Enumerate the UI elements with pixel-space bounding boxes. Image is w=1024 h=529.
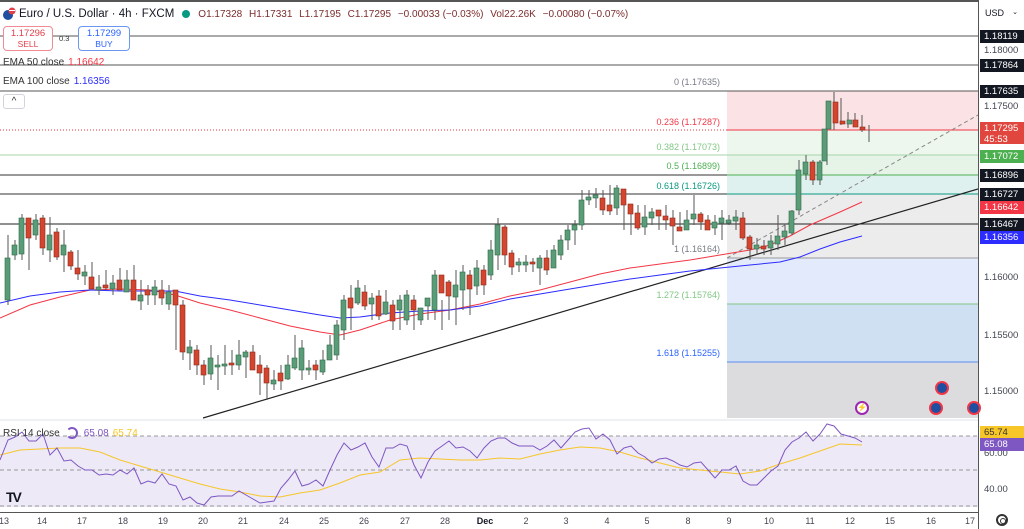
spread-value: 0.3 xyxy=(59,34,70,43)
time-tick: 4 xyxy=(604,516,610,526)
change-value: −0.00033 (−0.03%) xyxy=(397,8,484,20)
collapse-legend-button[interactable]: ^ xyxy=(3,94,25,109)
fib-label-1618: 1.618 (1.15255) xyxy=(656,348,720,358)
ema100-label: EMA 100 close xyxy=(3,76,70,87)
time-tick: 8 xyxy=(685,516,691,526)
ema100-legend[interactable]: EMA 100 close 1.16356 xyxy=(3,76,110,87)
price-label: 1.16000 xyxy=(984,272,1019,283)
fib-label-0382: 0.382 (1.17073) xyxy=(656,142,720,152)
time-axis[interactable] xyxy=(0,512,978,529)
fib-label-0: 0 (1.17635) xyxy=(673,77,720,87)
open-value: O1.17328 xyxy=(198,8,243,20)
time-tick: 2 xyxy=(523,516,529,526)
ema50-value: 1.16642 xyxy=(68,57,105,68)
time-tick: 9 xyxy=(726,516,732,526)
buy-button[interactable]: 1.17299 BUY xyxy=(78,26,130,51)
rsi-axis-label: 60.00 xyxy=(984,448,1008,459)
time-tick: 19 xyxy=(157,516,169,526)
time-tick: 28 xyxy=(439,516,451,526)
ema100-price-label: 1.16356 xyxy=(980,231,1024,244)
price-label: 1.17864 xyxy=(980,59,1024,72)
time-tick: 21 xyxy=(237,516,249,526)
time-tick: 12 xyxy=(844,516,856,526)
fib-label-1272: 1.272 (1.15764) xyxy=(656,290,720,300)
time-tick: 24 xyxy=(278,516,290,526)
settings-gear-icon[interactable] xyxy=(996,514,1008,526)
time-tick: Dec xyxy=(476,516,494,526)
market-status-dot xyxy=(182,10,191,18)
close-value: C1.17295 xyxy=(347,8,392,20)
sell-price: 1.17296 xyxy=(10,28,46,39)
top-border xyxy=(0,0,1024,2)
price-label: 1.16896 xyxy=(980,169,1024,182)
loading-icon xyxy=(65,427,78,439)
price-label: 1.18000 xyxy=(984,45,1019,56)
time-tick: 25 xyxy=(318,516,330,526)
fib-label-0236: 0.236 (1.17287) xyxy=(656,117,720,127)
time-tick: 3 xyxy=(563,516,569,526)
current-price-label: 1.17295 45:53 xyxy=(980,122,1024,145)
candle-bodies xyxy=(4,100,866,385)
buy-price: 1.17299 xyxy=(86,28,122,39)
chart-header: Euro / U.S. Dollar · 4h · FXCM O1.17328 … xyxy=(2,6,632,22)
chevron-down-icon: ⌄ xyxy=(1012,9,1018,16)
low-value: L1.17195 xyxy=(299,8,341,20)
volume-value: Vol22.26K xyxy=(490,8,536,20)
ema100-value: 1.16356 xyxy=(73,76,110,87)
fib-label-1: 1 (1.16164) xyxy=(673,244,720,254)
fib-label-05: 0.5 (1.16899) xyxy=(666,161,720,171)
time-tick: 13 xyxy=(0,516,10,526)
price-label: 1.18119 xyxy=(980,30,1024,43)
rsi-ma-value: 65.74 xyxy=(112,427,138,439)
high-value: H1.17331 xyxy=(249,8,293,20)
rsi-value: 65.08 xyxy=(83,427,109,439)
price-label: 1.17635 xyxy=(980,85,1024,98)
fib-label-0618: 0.618 (1.16726) xyxy=(656,181,720,191)
buy-label: BUY xyxy=(95,39,113,49)
ema50-price-label: 1.16642 xyxy=(980,201,1024,214)
price-label: 1.17500 xyxy=(984,101,1019,112)
price-label: 1.16467 xyxy=(980,218,1024,231)
currency-select[interactable]: USD ⌄ xyxy=(985,8,1018,18)
rsi-ma-axis-label: 65.74 xyxy=(980,426,1024,439)
sell-button[interactable]: 1.17296 SELL xyxy=(3,26,53,51)
time-tick: 26 xyxy=(358,516,370,526)
time-tick: 15 xyxy=(884,516,896,526)
price-label: 1.15500 xyxy=(984,330,1019,341)
rsi-label: RSI 14 close xyxy=(3,427,60,439)
time-tick: 5 xyxy=(644,516,650,526)
price-label: 1.17072 xyxy=(980,150,1024,163)
chevron-up-icon: ^ xyxy=(11,96,17,107)
rsi-axis-label: 40.00 xyxy=(984,484,1008,495)
ohlc-values: O1.17328 H1.17331 L1.17195 C1.17295 −0.0… xyxy=(198,9,632,20)
rsi-axis-value: 65.08 xyxy=(980,438,1024,451)
lightning-event-icon[interactable]: ⚡ xyxy=(855,401,869,415)
price-label: 1.16727 xyxy=(980,188,1024,201)
tradingview-logo[interactable]: TV xyxy=(6,489,22,505)
sell-label: SELL xyxy=(17,39,39,49)
time-tick: 18 xyxy=(117,516,129,526)
rsi-legend[interactable]: RSI 14 close 65.08 65.74 xyxy=(3,427,138,439)
time-tick: 11 xyxy=(805,516,815,526)
time-tick: 27 xyxy=(399,516,411,526)
time-tick: 20 xyxy=(197,516,209,526)
eu-event-icon[interactable] xyxy=(935,381,949,395)
bar-countdown: 45:53 xyxy=(984,134,1008,145)
ema50-legend[interactable]: EMA 50 close 1.16642 xyxy=(3,57,104,68)
ema50-label: EMA 50 close xyxy=(3,57,65,68)
eur-usd-flag-icon xyxy=(2,7,16,21)
time-tick: 10 xyxy=(763,516,775,526)
eu-event-icon[interactable] xyxy=(967,401,981,415)
price-label: 1.15000 xyxy=(984,386,1019,397)
time-tick: 17 xyxy=(964,516,976,526)
time-tick: 14 xyxy=(36,516,48,526)
time-tick: 16 xyxy=(925,516,937,526)
volume-change-value: −0.00080 (−0.07%) xyxy=(542,8,629,20)
time-tick: 17 xyxy=(76,516,88,526)
symbol-title[interactable]: Euro / U.S. Dollar · 4h · FXCM xyxy=(19,8,175,20)
eu-event-icon[interactable] xyxy=(929,401,943,415)
price-chart[interactable] xyxy=(0,0,978,512)
